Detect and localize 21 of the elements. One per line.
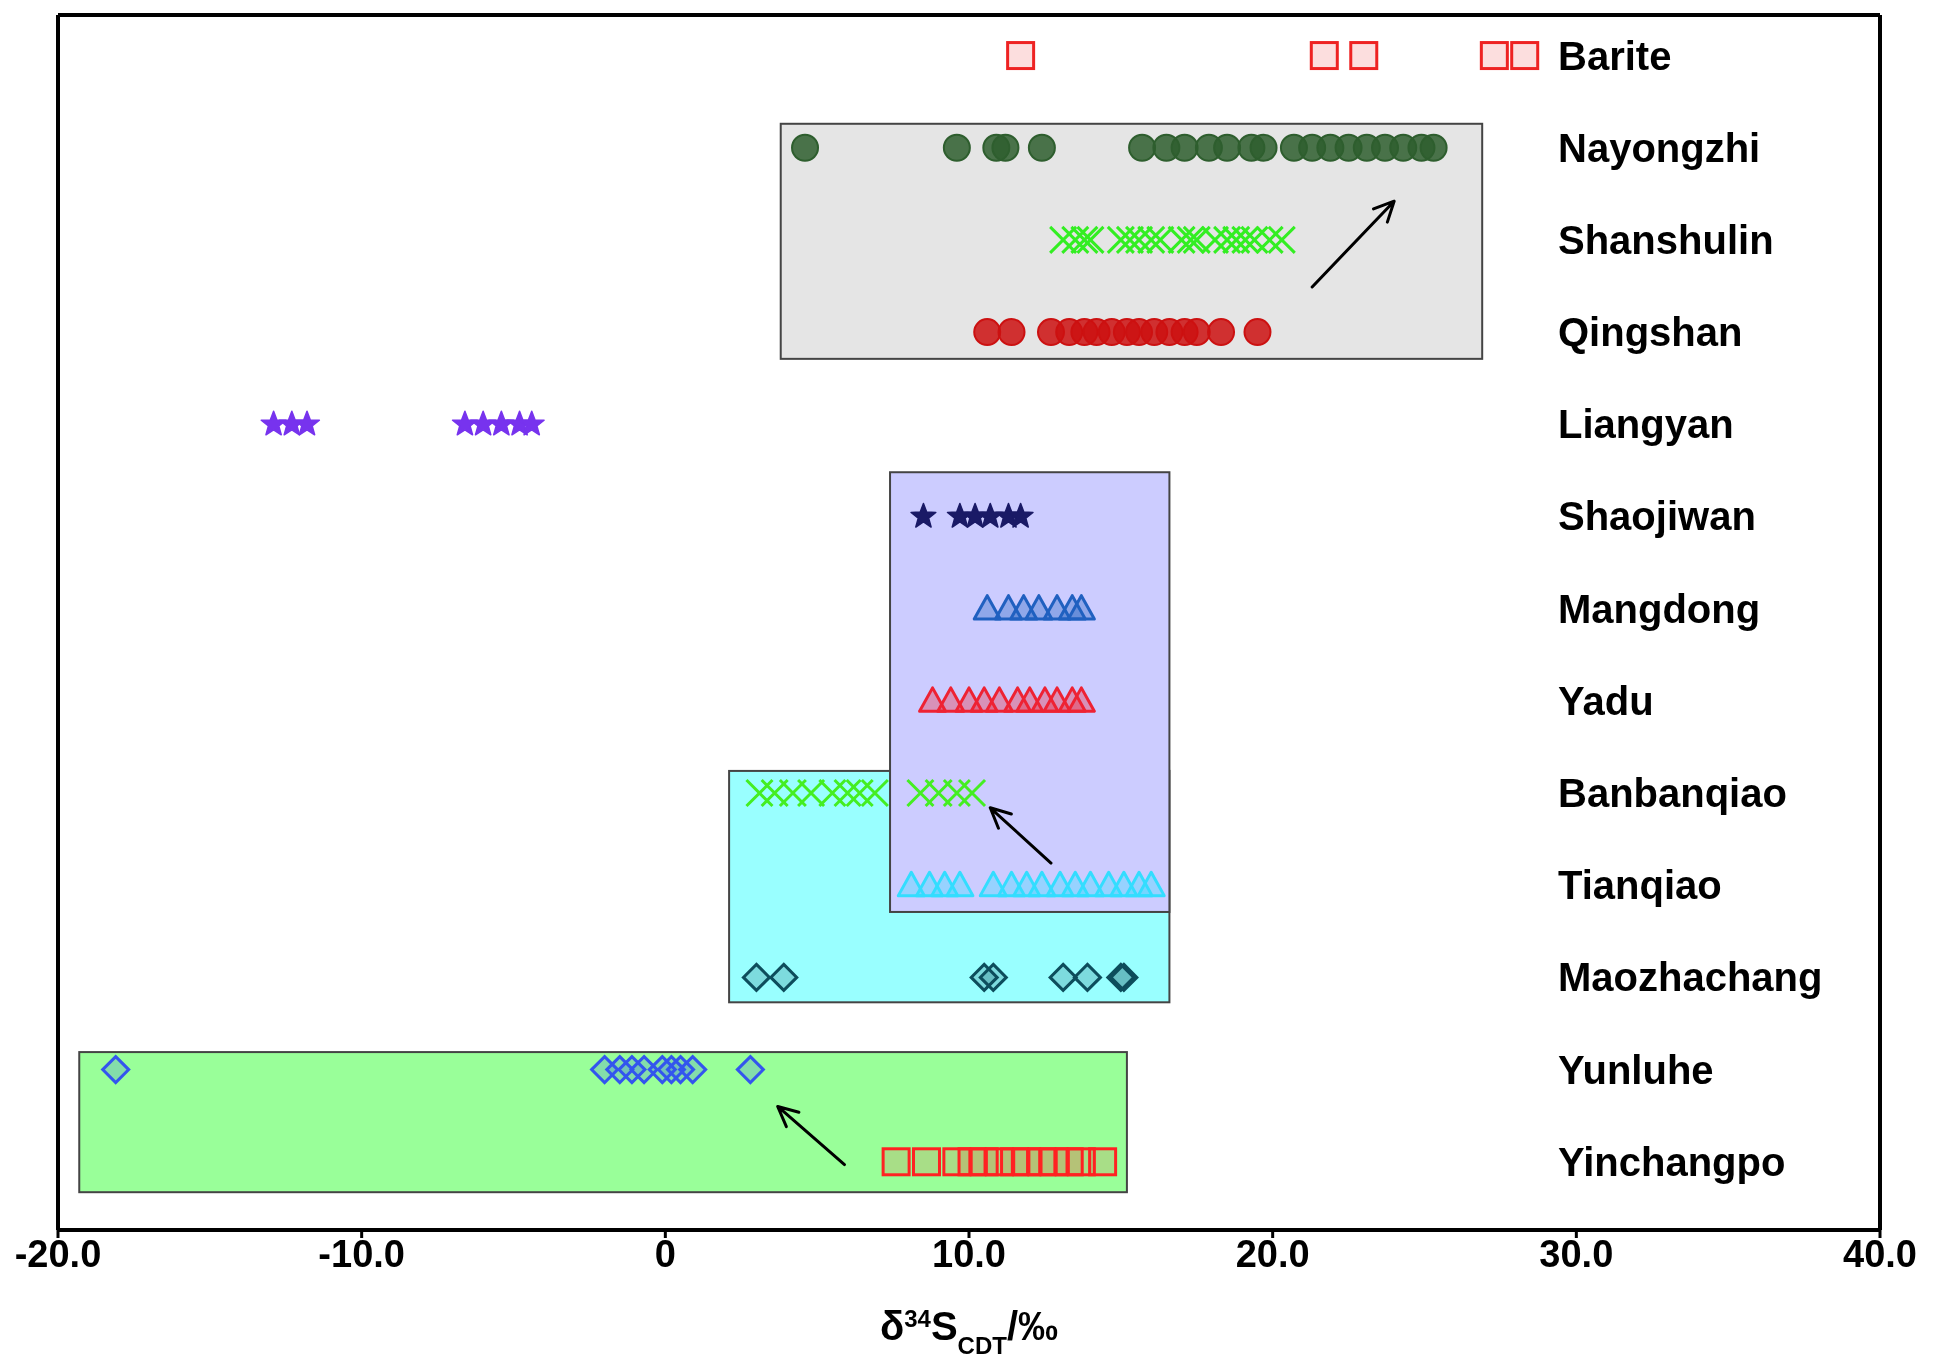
x-tick-label: 10.0 bbox=[932, 1232, 1006, 1275]
x-tick-label: 0 bbox=[654, 1232, 676, 1275]
y-tick-label: Liangyan bbox=[1558, 402, 1734, 447]
y-tick-label: Shaojiwan bbox=[1558, 494, 1756, 539]
y-tick-label: Nayongzhi bbox=[1558, 125, 1761, 170]
y-tick-label: Yadu bbox=[1558, 678, 1654, 723]
y-tick-label: Shanshulin bbox=[1558, 217, 1774, 262]
y-tick-label: Maozhachang bbox=[1558, 955, 1823, 1000]
y-tick-label: Barite bbox=[1558, 33, 1672, 78]
y-tick-label: Tianqiao bbox=[1558, 863, 1722, 908]
x-tick-label: 40.0 bbox=[1843, 1232, 1917, 1275]
y-tick-label: Mangdong bbox=[1558, 586, 1761, 631]
x-tick-label: 20.0 bbox=[1235, 1232, 1310, 1275]
y-tick-label: Banbanqiao bbox=[1558, 771, 1787, 816]
x-axis-title: δ$^{34}$S$_{CDT}$/‰ bbox=[879, 1304, 1059, 1359]
x-tick-label: -10.0 bbox=[318, 1232, 405, 1275]
x-tick-label: 30.0 bbox=[1539, 1232, 1614, 1275]
x-tick-label: -20.0 bbox=[14, 1232, 102, 1275]
y-tick-label: Qingshan bbox=[1558, 310, 1743, 355]
y-tick-label: Yinchangpo bbox=[1558, 1139, 1786, 1184]
y-tick-label: Yunluhe bbox=[1558, 1047, 1714, 1092]
